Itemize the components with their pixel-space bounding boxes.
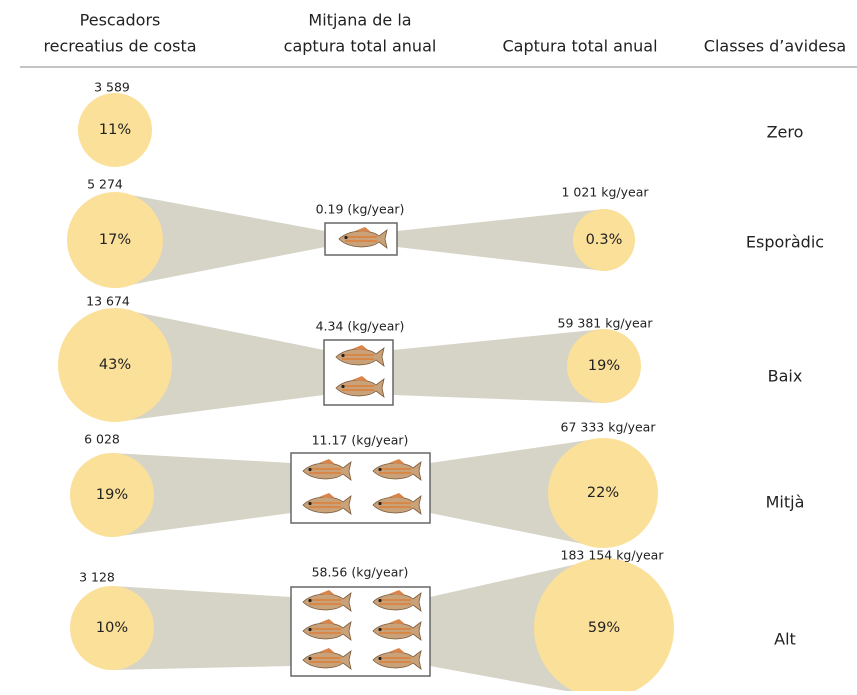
infographic: Pescadors recreatius de costa Mitjana de l… — [0, 0, 857, 691]
class-label: Alt — [774, 630, 796, 649]
total-catch: 1 021 kg/year — [561, 185, 649, 200]
mean-catch: 11.17 (kg/year) — [312, 433, 409, 448]
column-header: captura total anual — [284, 37, 437, 56]
mean-catch: 58.56 (kg/year) — [312, 565, 409, 580]
anglers-share: 17% — [99, 232, 131, 248]
total-share: 0.3% — [586, 232, 623, 248]
class-label: Baix — [768, 367, 803, 386]
anglers-share: 10% — [96, 620, 128, 636]
mean-catch: 0.19 (kg/year) — [316, 202, 405, 217]
class-label: Esporàdic — [746, 233, 824, 252]
total-share: 59% — [588, 620, 620, 636]
total-catch: 67 333 kg/year — [561, 420, 657, 435]
anglers-share: 43% — [99, 357, 131, 373]
column-header: recreatius de costa — [43, 37, 196, 56]
anglers-count: 3 589 — [94, 80, 130, 95]
total-share: 22% — [587, 485, 619, 501]
class-label: Mitjà — [766, 493, 805, 512]
anglers-count: 3 128 — [79, 570, 115, 585]
anglers-count: 5 274 — [87, 177, 123, 192]
total-share: 19% — [588, 358, 620, 374]
column-header: Classes d’avidesa — [704, 37, 846, 56]
column-header: Mitjana de la — [308, 11, 411, 30]
column-header: Pescadors — [80, 11, 161, 30]
anglers-share: 19% — [96, 487, 128, 503]
anglers-count: 6 028 — [84, 432, 120, 447]
class-label: Zero — [767, 123, 804, 142]
column-header: Captura total anual — [502, 37, 657, 56]
fish-box — [291, 453, 430, 523]
total-catch: 183 154 kg/year — [561, 548, 665, 563]
total-catch: 59 381 kg/year — [558, 316, 654, 331]
anglers-share: 11% — [99, 122, 131, 138]
funnel — [397, 209, 604, 271]
anglers-count: 13 674 — [86, 294, 130, 309]
mean-catch: 4.34 (kg/year) — [316, 319, 405, 334]
